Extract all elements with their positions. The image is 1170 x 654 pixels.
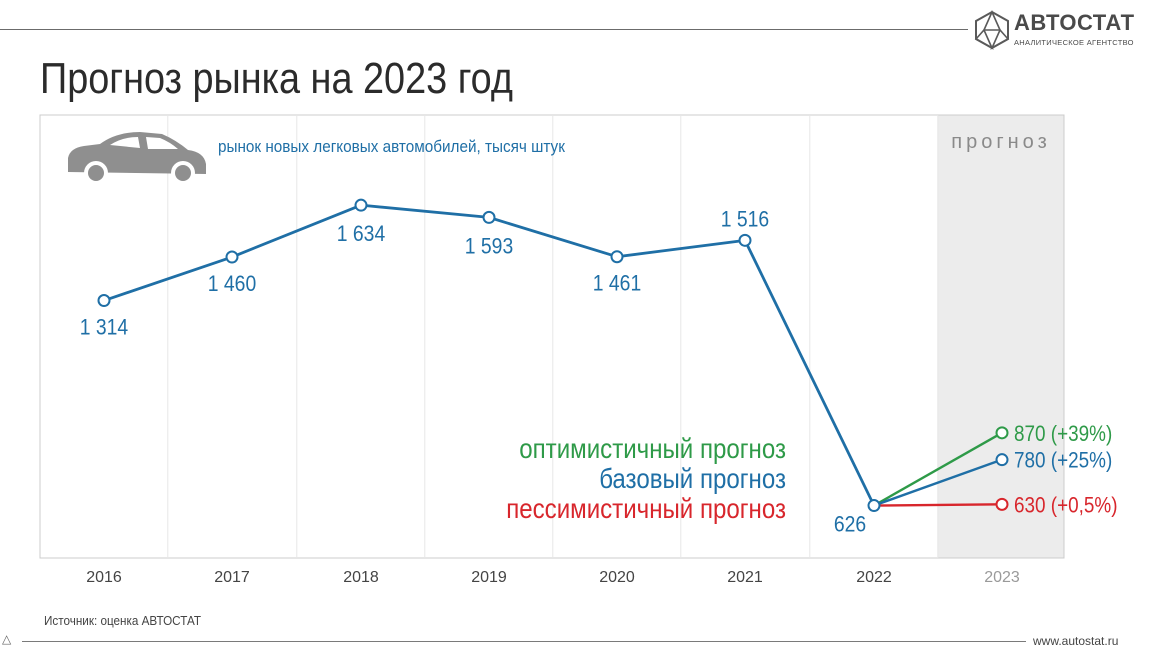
footer-rule <box>22 641 1026 642</box>
forecast-point <box>995 426 1009 440</box>
x-tick-label: 2019 <box>471 569 507 586</box>
logo-subtitle: АНАЛИТИЧЕСКОЕ АГЕНТСТВО <box>1014 38 1134 47</box>
forecast-point <box>995 497 1009 511</box>
forecast-line <box>873 503 1003 507</box>
legend-entry: базовый прогноз <box>599 462 786 494</box>
data-label: 1 461 <box>593 272 641 296</box>
hexagon-logo-icon <box>974 10 1010 50</box>
data-point <box>225 250 239 264</box>
x-tick-label: 2022 <box>856 569 892 586</box>
data-point <box>97 294 111 308</box>
legend-entry: оптимистичный прогноз <box>519 432 786 464</box>
x-tick-label: 2018 <box>343 569 379 586</box>
data-label: 1 634 <box>337 222 385 246</box>
forecast-value-label: 780 (+25%) <box>1014 448 1112 473</box>
source-note: Источник: оценка АВТОСТАТ <box>44 613 202 628</box>
x-tick-label: 2023 <box>984 569 1020 586</box>
triangle-icon: △ <box>2 632 12 646</box>
x-tick-label: 2017 <box>214 569 250 586</box>
site-url: www.autostat.ru <box>1033 634 1119 648</box>
data-point <box>354 198 368 212</box>
x-tick-label: 2020 <box>599 569 635 586</box>
data-label: 1 516 <box>721 207 769 231</box>
data-label: 1 593 <box>465 234 513 258</box>
logo-name: АВТОСТАТ <box>1014 10 1135 35</box>
logo: АВТОСТАТ АНАЛИТИЧЕСКОЕ АГЕНТСТВО <box>972 8 1162 52</box>
page-title: Прогноз рынка на 2023 год <box>40 54 513 103</box>
data-point <box>738 233 752 247</box>
header-rule <box>0 29 968 30</box>
x-tick-label: 2021 <box>727 569 763 586</box>
x-tick-label: 2016 <box>86 569 122 586</box>
chart-subtitle: рынок новых легковых автомобилей, тысяч … <box>218 137 566 156</box>
data-label: 626 <box>834 512 866 536</box>
forecast-value-label: 870 (+39%) <box>1014 422 1112 447</box>
data-point <box>867 499 881 513</box>
forecast-label: прогноз <box>951 131 1050 153</box>
forecast-line <box>873 431 1003 507</box>
car-icon <box>68 132 206 185</box>
forecast-value-label: 630 (+0,5%) <box>1014 493 1118 518</box>
forecast-band <box>938 115 1064 558</box>
data-label: 1 314 <box>80 315 128 339</box>
plot-frame <box>39 114 1065 559</box>
data-point <box>482 210 496 224</box>
forecast-line <box>873 458 1003 507</box>
legend-entry: пессимистичный прогноз <box>506 492 786 524</box>
data-point <box>610 250 624 264</box>
forecast-point <box>995 453 1009 467</box>
data-label: 1 460 <box>208 272 256 296</box>
